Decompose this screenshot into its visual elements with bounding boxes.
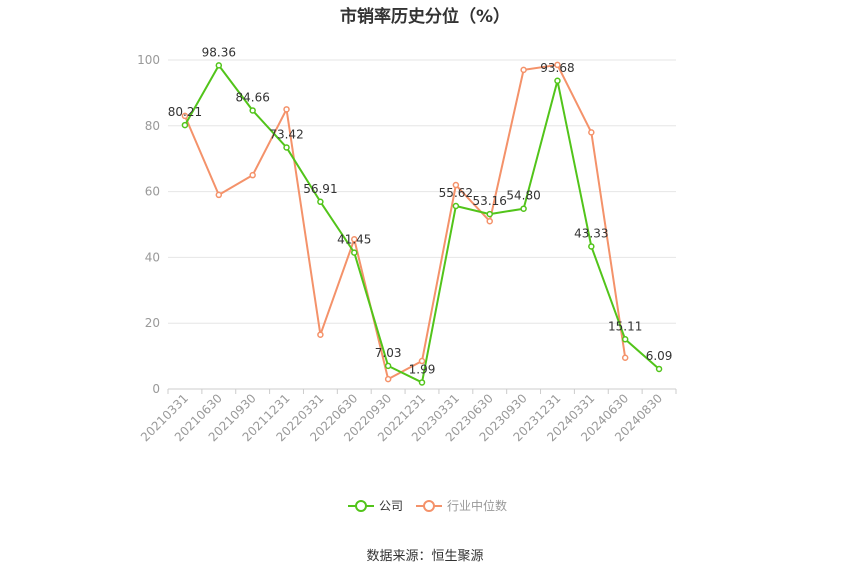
data-label: 54.80	[506, 189, 540, 203]
data-label: 53.16	[473, 194, 507, 208]
company-point	[554, 77, 561, 85]
industry-median-point	[588, 129, 595, 136]
legend-item-company[interactable]: 公司	[348, 499, 403, 513]
gridlines	[168, 59, 676, 324]
data-label: 1.99	[409, 362, 436, 376]
axes: 0204060801002021033120210630202109302021…	[137, 53, 677, 444]
company-point	[452, 202, 460, 210]
data-label: 43.33	[574, 226, 608, 240]
industry-median-point	[215, 191, 223, 199]
data-labels: 80.21 98.36 84.66 73.42 56.91 41.45 7.03 1.99 55…	[168, 45, 673, 376]
data-label: 73.42	[269, 127, 303, 141]
data-label: 41.45	[337, 233, 371, 247]
data-label: 98.36	[202, 45, 236, 59]
data-label: 56.91	[303, 182, 337, 196]
industry-median-point	[181, 112, 189, 120]
y-tick-label: 0	[152, 382, 160, 396]
industry-median-point	[520, 66, 527, 74]
company-point	[384, 362, 392, 370]
y-tick-label: 40	[145, 250, 160, 264]
data-label: 15.11	[608, 319, 642, 333]
legend-item-industry-median[interactable]: 行业中位数	[416, 498, 507, 513]
chart-title: 市销率历史分位（%）	[339, 7, 511, 27]
company-point	[215, 62, 223, 69]
industry-median-point	[317, 331, 324, 338]
legend-label: 行业中位数	[447, 498, 507, 513]
industry-median-point	[283, 106, 290, 113]
company-point	[181, 121, 189, 129]
data-label: 7.03	[375, 346, 402, 360]
legend[interactable]: 公司 行业中位数	[348, 498, 507, 513]
industry-median-point	[486, 217, 493, 225]
data-label: 80.21	[168, 105, 202, 119]
y-tick-label: 60	[145, 185, 160, 199]
company-point	[283, 144, 290, 151]
industry-median-point	[621, 354, 629, 361]
source-note: 数据来源：恒生聚源	[366, 549, 484, 564]
data-label: 84.66	[235, 90, 269, 104]
industry-median-point	[249, 171, 256, 179]
legend-label: 公司	[379, 499, 403, 513]
y-tick-label: 100	[137, 53, 160, 67]
company-point	[520, 205, 527, 212]
data-label: 93.68	[540, 61, 574, 75]
industry-median-point	[554, 61, 561, 69]
company-point	[351, 249, 358, 256]
industry-median-point	[351, 236, 358, 243]
legend-marker-icon	[355, 500, 367, 512]
data-label: 6.09	[646, 349, 673, 363]
company-line	[184, 64, 660, 384]
company-point	[655, 365, 663, 373]
data-label: 55.62	[439, 186, 473, 200]
series	[181, 61, 663, 386]
company-point	[418, 379, 426, 386]
industry-median-point	[418, 357, 426, 365]
company-point	[588, 243, 595, 250]
company-point	[249, 107, 256, 114]
company-point	[621, 336, 629, 343]
company-point	[486, 210, 493, 218]
industry-median-point	[452, 181, 460, 189]
legend-marker-icon	[423, 500, 435, 512]
y-tick-label: 80	[145, 119, 160, 133]
industry-median-line	[184, 63, 627, 381]
industry-median-point	[384, 375, 392, 383]
company-point	[317, 198, 324, 206]
y-tick-label: 20	[145, 316, 160, 330]
